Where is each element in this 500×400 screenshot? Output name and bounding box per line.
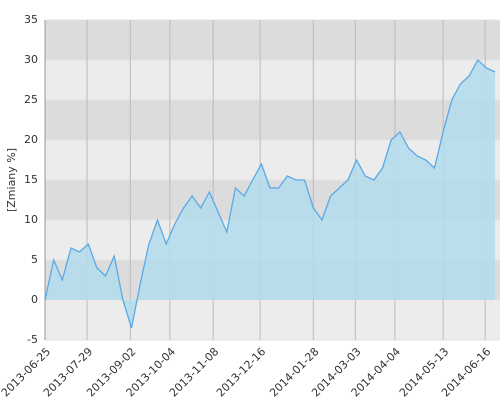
y-tick-label: 10 xyxy=(24,213,38,226)
line xyxy=(44,58,496,329)
y-tick-label: -5 xyxy=(27,333,38,346)
y-tick-label: 30 xyxy=(24,53,38,66)
area xyxy=(45,60,496,328)
grid-band xyxy=(45,20,500,60)
y-tick-label: 35 xyxy=(24,13,38,26)
grid-band xyxy=(45,60,500,100)
y-tick-label: 25 xyxy=(24,93,38,106)
x-tick-label: 2013-12-16 xyxy=(214,345,268,399)
grid-band xyxy=(45,100,500,140)
y-axis-label: [Zmiany %] xyxy=(5,148,18,212)
y-tick-label: 5 xyxy=(31,253,38,266)
grid-band xyxy=(45,300,500,340)
y-tick-label: 0 xyxy=(31,293,38,306)
y-tick-label: 20 xyxy=(24,133,38,146)
y-tick-label: 15 xyxy=(24,173,38,186)
